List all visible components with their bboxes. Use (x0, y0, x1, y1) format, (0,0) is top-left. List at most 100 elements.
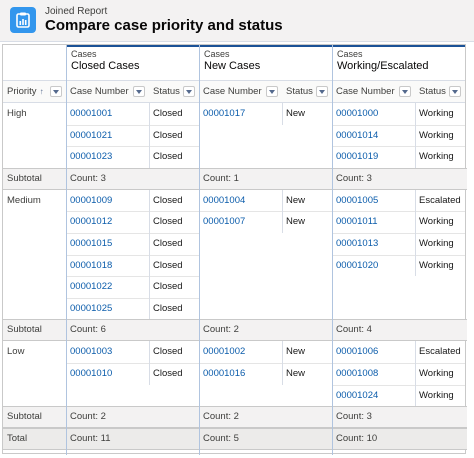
case-number-link[interactable]: 00001016 (203, 368, 246, 379)
column-header-case-number-label: Case Number (70, 86, 129, 97)
case-number-link[interactable]: 00001006 (336, 346, 379, 358)
case-number-link[interactable]: 00001023 (70, 151, 113, 163)
block-header: Cases Closed Cases (66, 45, 199, 81)
column-header-priority[interactable]: Priority ↑ (3, 81, 66, 103)
case-number-link[interactable]: 00001009 (70, 194, 113, 206)
case-status: New (286, 346, 306, 358)
column-header-status-label: Status (153, 86, 180, 97)
case-status: Working (419, 151, 454, 163)
priority-group-label: High (7, 108, 27, 119)
row-divider (66, 363, 199, 364)
case-number-link[interactable]: 00001004 (203, 194, 246, 206)
page-title: Compare case priority and status (45, 17, 283, 34)
case-number-link[interactable]: 00001002 (203, 346, 246, 358)
case-number-link[interactable]: 00001001 (70, 108, 113, 119)
case-status: Working (419, 389, 454, 401)
column-header-case-number-label: Case Number (336, 86, 395, 97)
case-status: Working (419, 368, 454, 379)
subtotal-label: Subtotal (7, 411, 42, 423)
case-status: Closed (153, 259, 183, 271)
case-number-link[interactable]: 00001020 (336, 259, 379, 271)
block-header-label: Cases (337, 49, 363, 59)
total-label: Total (7, 433, 28, 445)
subtotal-row: Subtotal Count: 6 Count: 2 Count: 4 (3, 319, 467, 342)
column-header-status-text: Status (286, 86, 313, 97)
total-count: Count: 5 (203, 433, 239, 445)
case-status: Working (419, 129, 454, 141)
case-number-link[interactable]: 00001021 (70, 129, 113, 141)
case-number-link[interactable]: 00001005 (336, 194, 379, 206)
column-divider (149, 103, 150, 168)
column-header-case-number[interactable]: Case Number (332, 81, 415, 103)
case-number-link[interactable]: 00001013 (336, 238, 379, 249)
subtotal-count: Count: 3 (336, 172, 372, 184)
subtotal-label: Subtotal (7, 172, 42, 184)
column-menu-icon[interactable] (266, 86, 278, 97)
case-number-link[interactable]: 00001017 (203, 108, 246, 119)
case-number-link[interactable]: 00001018 (70, 259, 113, 271)
case-status: New (286, 368, 306, 379)
case-number-link[interactable]: 00001008 (336, 368, 379, 379)
case-number-link[interactable]: 00001025 (70, 302, 113, 314)
case-status: Closed (153, 129, 183, 141)
column-header-case-number-text: Case Number (336, 86, 395, 97)
column-header-case-number[interactable]: Case Number (66, 81, 149, 103)
column-header-status[interactable]: Status (415, 81, 465, 103)
column-divider (415, 341, 416, 407)
column-header-status-label: Status (419, 86, 446, 97)
case-number-link[interactable]: 00001014 (336, 129, 379, 141)
case-status: Working (419, 216, 454, 228)
column-header-status-label: Status (286, 86, 313, 97)
case-number-link[interactable]: 00001011 (336, 216, 378, 228)
subtotal-count: Count: 1 (203, 172, 239, 184)
column-header-priority-text: Priority (7, 86, 37, 97)
subtotal-row: Subtotal Count: 2 Count: 2 Count: 3 (3, 406, 467, 429)
column-menu-icon[interactable] (50, 86, 62, 97)
case-number-link[interactable]: 00001012 (70, 216, 113, 228)
case-number-link[interactable]: 00001022 (70, 281, 113, 293)
priority-group-label: Medium (7, 194, 41, 206)
case-number-link[interactable]: 00001015 (70, 238, 113, 249)
subtotal-count: Count: 3 (70, 172, 106, 184)
row-divider (332, 124, 465, 126)
case-number-link[interactable]: 00001000 (336, 108, 379, 119)
row-divider (66, 146, 199, 148)
row-divider (332, 363, 465, 364)
sort-ascending-icon[interactable]: ↑ (39, 87, 44, 96)
case-status: Escalated (419, 346, 461, 358)
column-menu-icon[interactable] (133, 86, 145, 97)
column-menu-icon[interactable] (316, 86, 328, 97)
column-menu-icon[interactable] (449, 86, 461, 97)
column-menu-icon[interactable] (183, 86, 195, 97)
block-header-accent (66, 45, 199, 47)
case-status: Working (419, 108, 454, 119)
row-divider (66, 254, 199, 256)
priority-header-spacer (3, 45, 66, 81)
column-divider (282, 341, 283, 385)
case-status: Working (419, 259, 454, 271)
column-menu-icon[interactable] (399, 86, 411, 97)
column-divider (149, 189, 150, 320)
case-number-link[interactable]: 00001019 (336, 151, 379, 163)
case-number-link[interactable]: 00001007 (203, 216, 246, 228)
column-header-status[interactable]: Status (149, 81, 199, 103)
column-header-priority-label: Priority ↑ (7, 86, 44, 97)
row-divider (199, 363, 332, 364)
row-divider (66, 276, 199, 278)
row-divider (332, 384, 465, 386)
block-header-name: Closed Cases (71, 60, 140, 72)
column-header-status[interactable]: Status (282, 81, 332, 103)
priority-group-label: Low (7, 346, 25, 358)
case-status: Closed (153, 194, 183, 206)
block-header-name: Working/Escalated (337, 60, 429, 72)
case-number-link[interactable]: 00001024 (336, 389, 379, 401)
column-header-case-number[interactable]: Case Number (199, 81, 282, 103)
case-number-link[interactable]: 00001010 (70, 368, 113, 379)
case-number-link[interactable]: 00001003 (70, 346, 113, 358)
case-status: Closed (153, 302, 183, 314)
column-header-status-text: Status (153, 86, 180, 97)
block-header-accent (332, 45, 465, 47)
block-header-name: New Cases (204, 60, 261, 72)
column-header-status-text: Status (419, 86, 446, 97)
case-status: New (286, 194, 306, 206)
